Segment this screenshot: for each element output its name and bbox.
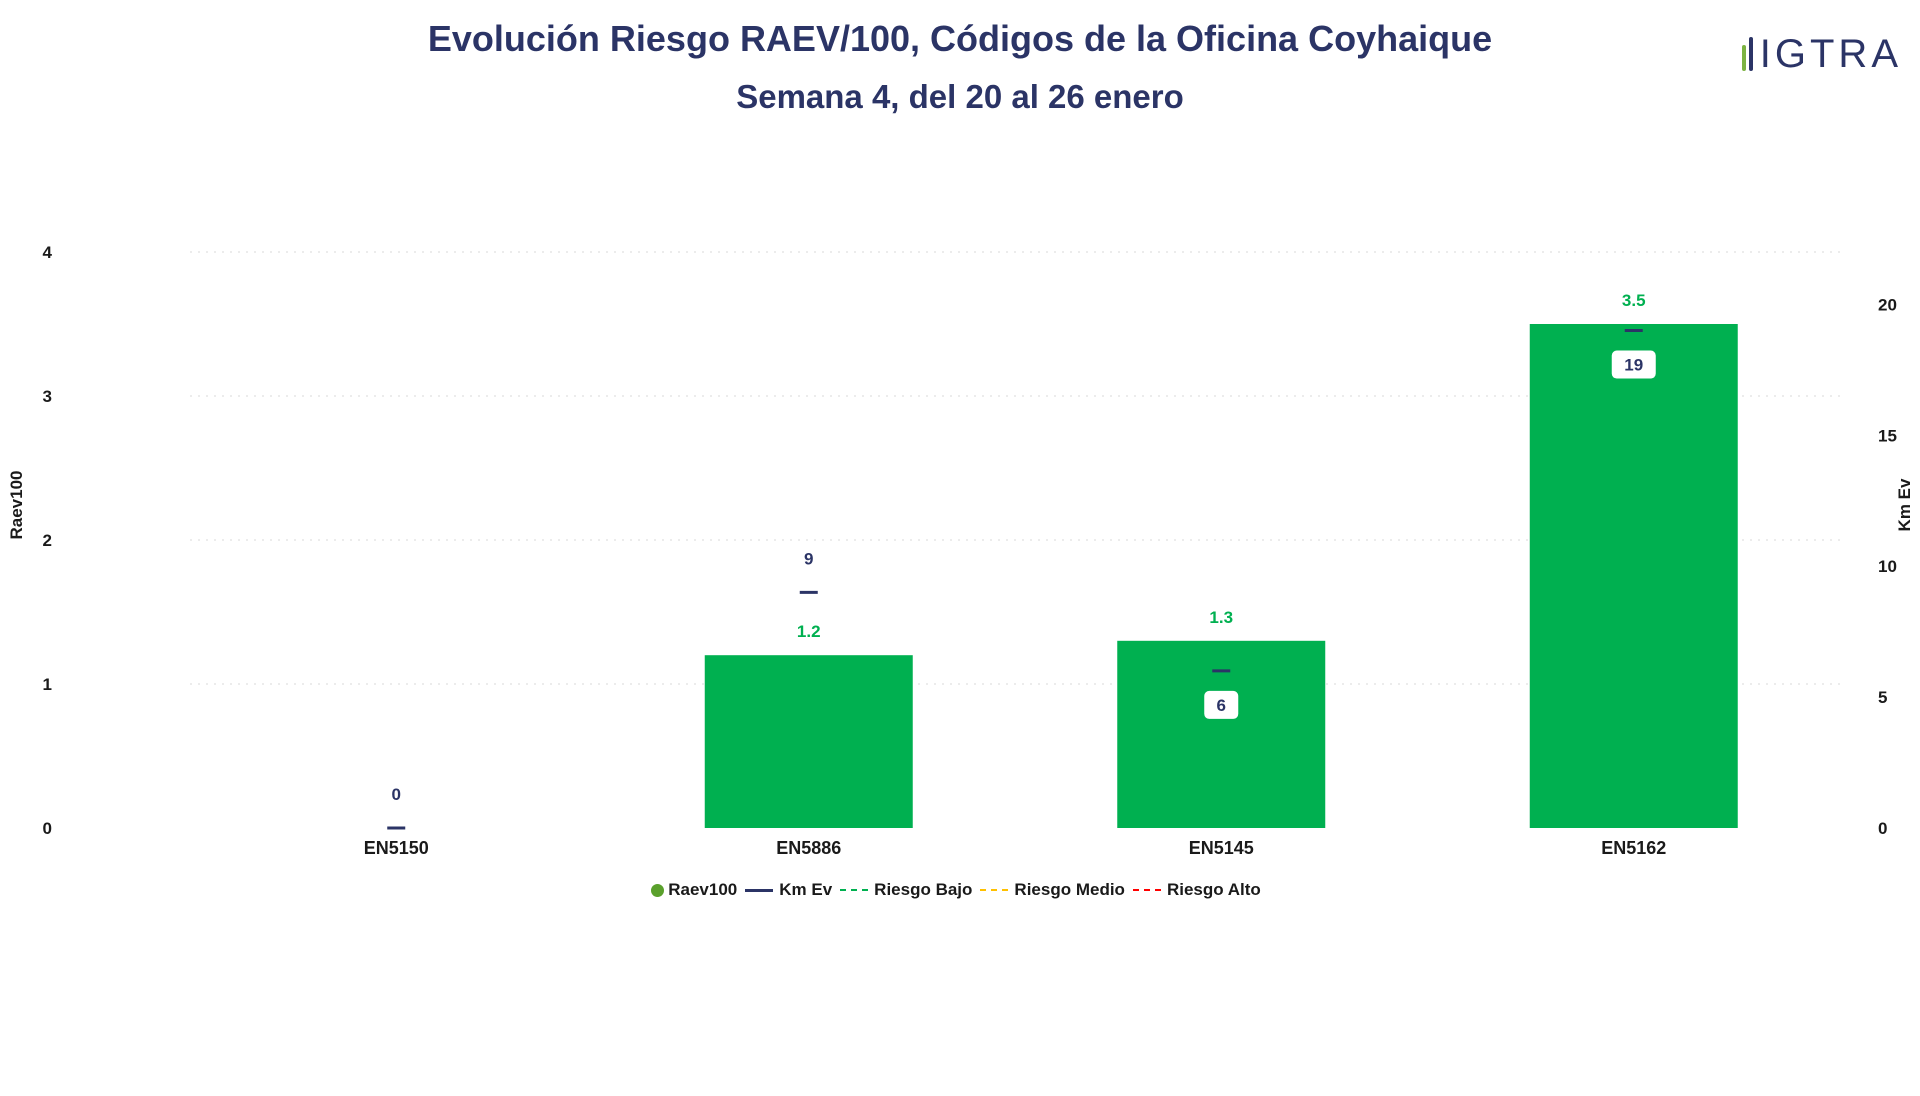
legend-line-icon — [745, 888, 774, 892]
legend-item-riesgo-bajo[interactable]: Riesgo Bajo — [840, 880, 972, 900]
y-axis-title-right: Km Ev — [1895, 478, 1914, 531]
bar-raev100 — [1529, 324, 1738, 828]
x-tick-label: EN5150 — [364, 838, 429, 858]
logo-text: IGTRA — [1759, 31, 1902, 76]
legend-label-km-ev: Km Ev — [779, 880, 833, 899]
legend-label-riesgo-medio: Riesgo Medio — [1014, 880, 1125, 899]
y-tick-label-left: 0 — [43, 819, 52, 838]
logo-bars-icon — [1741, 37, 1756, 71]
legend-item-raev100[interactable]: Raev100 — [651, 880, 737, 900]
km-ev-value-label: 0 — [392, 785, 401, 804]
legend-dashed-line-icon — [980, 889, 1009, 891]
chart-subtitle: Semana 4, del 20 al 26 enero — [736, 78, 1184, 115]
igtra-logo: IGTRA — [1741, 30, 1902, 78]
km-ev-label-box — [1204, 690, 1239, 719]
legend-label-riesgo-alto: Riesgo Alto — [1166, 880, 1261, 899]
legend-label-riesgo-bajo: Riesgo Bajo — [874, 880, 973, 899]
legend-item-km-ev[interactable]: Km Ev — [745, 880, 832, 900]
legend-item-riesgo-medio[interactable]: Riesgo Medio — [980, 880, 1125, 900]
y-tick-label-right: 10 — [1878, 557, 1897, 576]
km-ev-value-label: 6 — [1217, 696, 1226, 715]
bar-raev100 — [1117, 640, 1326, 828]
y-tick-label-right: 15 — [1878, 426, 1897, 445]
legend-dot-icon — [651, 883, 665, 897]
x-tick-label: EN5145 — [1189, 838, 1254, 858]
y-tick-label-left: 2 — [43, 531, 52, 550]
x-tick-label: EN5162 — [1601, 838, 1666, 858]
km-ev-value-label: 19 — [1624, 356, 1643, 375]
chart-title: Evolución Riesgo RAEV/100, Códigos de la… — [427, 18, 1493, 59]
x-tick-label: EN5886 — [776, 838, 841, 858]
y-tick-label-right: 20 — [1878, 295, 1897, 314]
bar-value-label: 1.2 — [797, 622, 821, 641]
y-tick-label-right: 0 — [1878, 819, 1887, 838]
bar-value-label: 3.5 — [1622, 291, 1646, 310]
legend-label-raev100: Raev100 — [668, 880, 738, 899]
bar-value-label: 1.3 — [1209, 608, 1233, 627]
bar-raev100 — [704, 655, 913, 828]
y-tick-label-left: 1 — [43, 675, 52, 694]
km-ev-value-label: 9 — [804, 549, 813, 568]
y-tick-label-left: 3 — [43, 387, 52, 406]
y-tick-label-right: 5 — [1878, 688, 1887, 707]
y-axis-title-left: Raev100 — [7, 470, 26, 539]
legend-dashed-line-icon — [840, 889, 869, 891]
legend-item-riesgo-alto[interactable]: Riesgo Alto — [1132, 880, 1261, 900]
km-ev-label-box — [1611, 350, 1656, 379]
y-tick-label-left: 4 — [43, 243, 53, 262]
legend-dashed-line-icon — [1132, 889, 1161, 891]
chart-legend: Raev100 Km Ev Riesgo Bajo Riesgo Medio R… — [0, 880, 1920, 900]
